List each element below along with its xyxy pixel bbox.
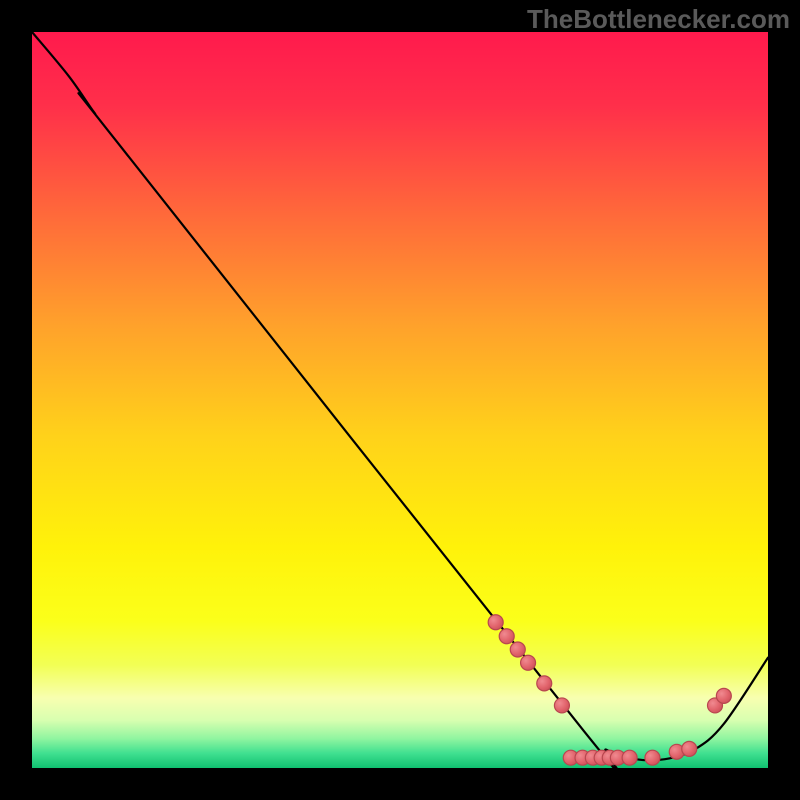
data-marker xyxy=(716,688,731,703)
data-marker xyxy=(488,615,503,630)
data-marker xyxy=(510,642,525,657)
data-marker xyxy=(682,741,697,756)
chart-svg xyxy=(32,32,768,768)
gradient-background xyxy=(32,32,768,768)
watermark-text: TheBottlenecker.com xyxy=(527,4,790,35)
data-marker xyxy=(645,750,660,765)
data-marker xyxy=(499,629,514,644)
data-marker xyxy=(521,655,536,670)
chart-plot-area xyxy=(32,32,768,768)
data-marker xyxy=(622,750,637,765)
data-marker xyxy=(537,676,552,691)
data-marker xyxy=(554,698,569,713)
